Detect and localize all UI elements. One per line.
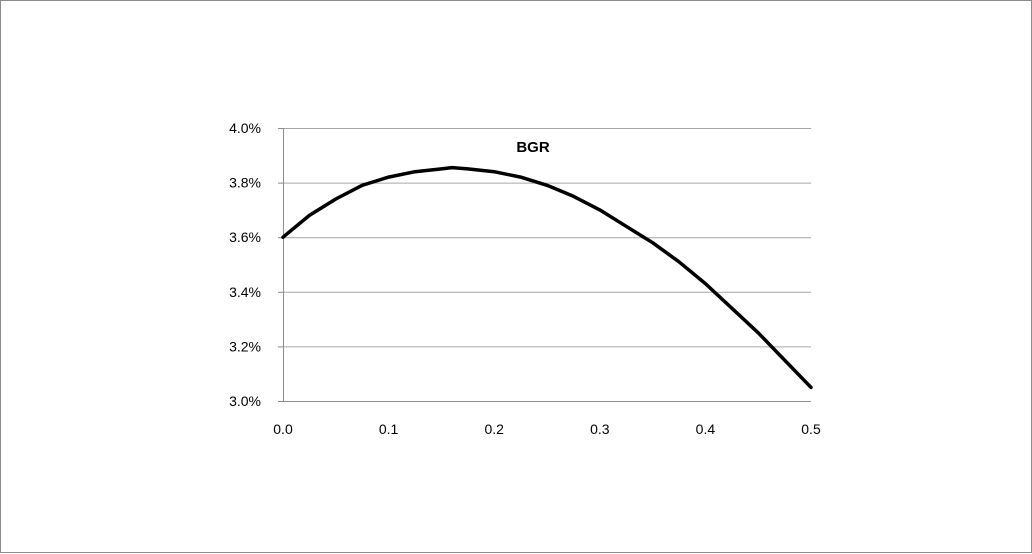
x-tick-label: 0.1 (379, 421, 399, 437)
y-tick-label: 4.0% (229, 120, 261, 136)
chart-title: BGR (516, 139, 550, 156)
tick-labels: 3.0% 3.2% 3.4% 3.6% 3.8% 4.0% 0.0 0.1 0.2 0.3 0.4 0… (229, 120, 821, 437)
series-layer (281, 165, 813, 390)
x-tick-label: 0.3 (590, 421, 610, 437)
x-tick-label: 0.4 (696, 421, 716, 437)
y-tick-label: 3.4% (229, 284, 261, 300)
axes (278, 128, 811, 402)
y-tick-label: 3.2% (229, 338, 261, 354)
y-tick-label: 3.0% (229, 393, 261, 409)
y-tick-label: 3.8% (229, 175, 261, 191)
series-line (281, 165, 813, 390)
y-tick-label: 3.6% (229, 229, 261, 245)
gridlines (283, 128, 811, 348)
x-tick-label: 0.0 (273, 421, 293, 437)
x-tick-label: 0.2 (484, 421, 504, 437)
x-tick-label: 0.5 (801, 421, 821, 437)
